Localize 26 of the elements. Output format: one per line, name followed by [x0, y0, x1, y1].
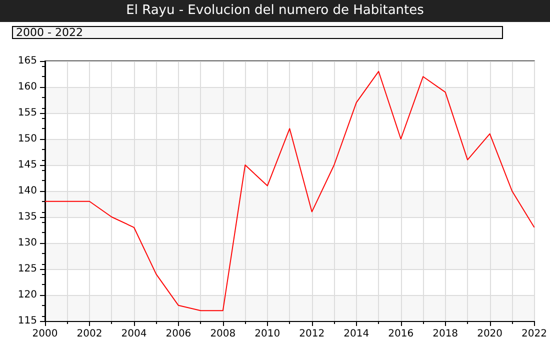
y-tick-label: 135 [18, 212, 37, 222]
y-tick-label: 160 [18, 82, 37, 92]
y-tick-label: 145 [18, 160, 37, 170]
x-tick-label: 2016 [388, 328, 414, 340]
x-tick-label: 2020 [477, 328, 503, 340]
y-tick-label: 150 [18, 134, 37, 144]
x-tick-label: 2002 [76, 328, 102, 340]
x-tick-label: 2004 [121, 328, 147, 340]
x-tick-label: 2000 [32, 328, 58, 340]
chart-title: El Rayu - Evolucion del numero de Habitantes [126, 3, 424, 18]
y-tick-label: 125 [18, 264, 37, 274]
x-tick-label: 2014 [344, 328, 370, 340]
x-tick-label: 2022 [522, 328, 547, 340]
y-tick-label: 155 [18, 108, 37, 118]
y-tick-label: 165 [18, 56, 37, 66]
chart-subtitle: 2000 - 2022 [16, 26, 83, 39]
x-tick-label: 2010 [254, 328, 280, 340]
y-tick-label: 130 [18, 238, 37, 248]
y-tick-label: 140 [18, 186, 37, 196]
y-tick-label: 115 [18, 316, 37, 326]
x-tick-label: 2008 [210, 328, 236, 340]
x-tick-label: 2006 [166, 328, 192, 340]
y-tick-label: 120 [18, 290, 37, 300]
line-series [44, 70, 535, 312]
x-tick-label: 2018 [432, 328, 458, 340]
x-tick-label: 2012 [299, 328, 325, 340]
